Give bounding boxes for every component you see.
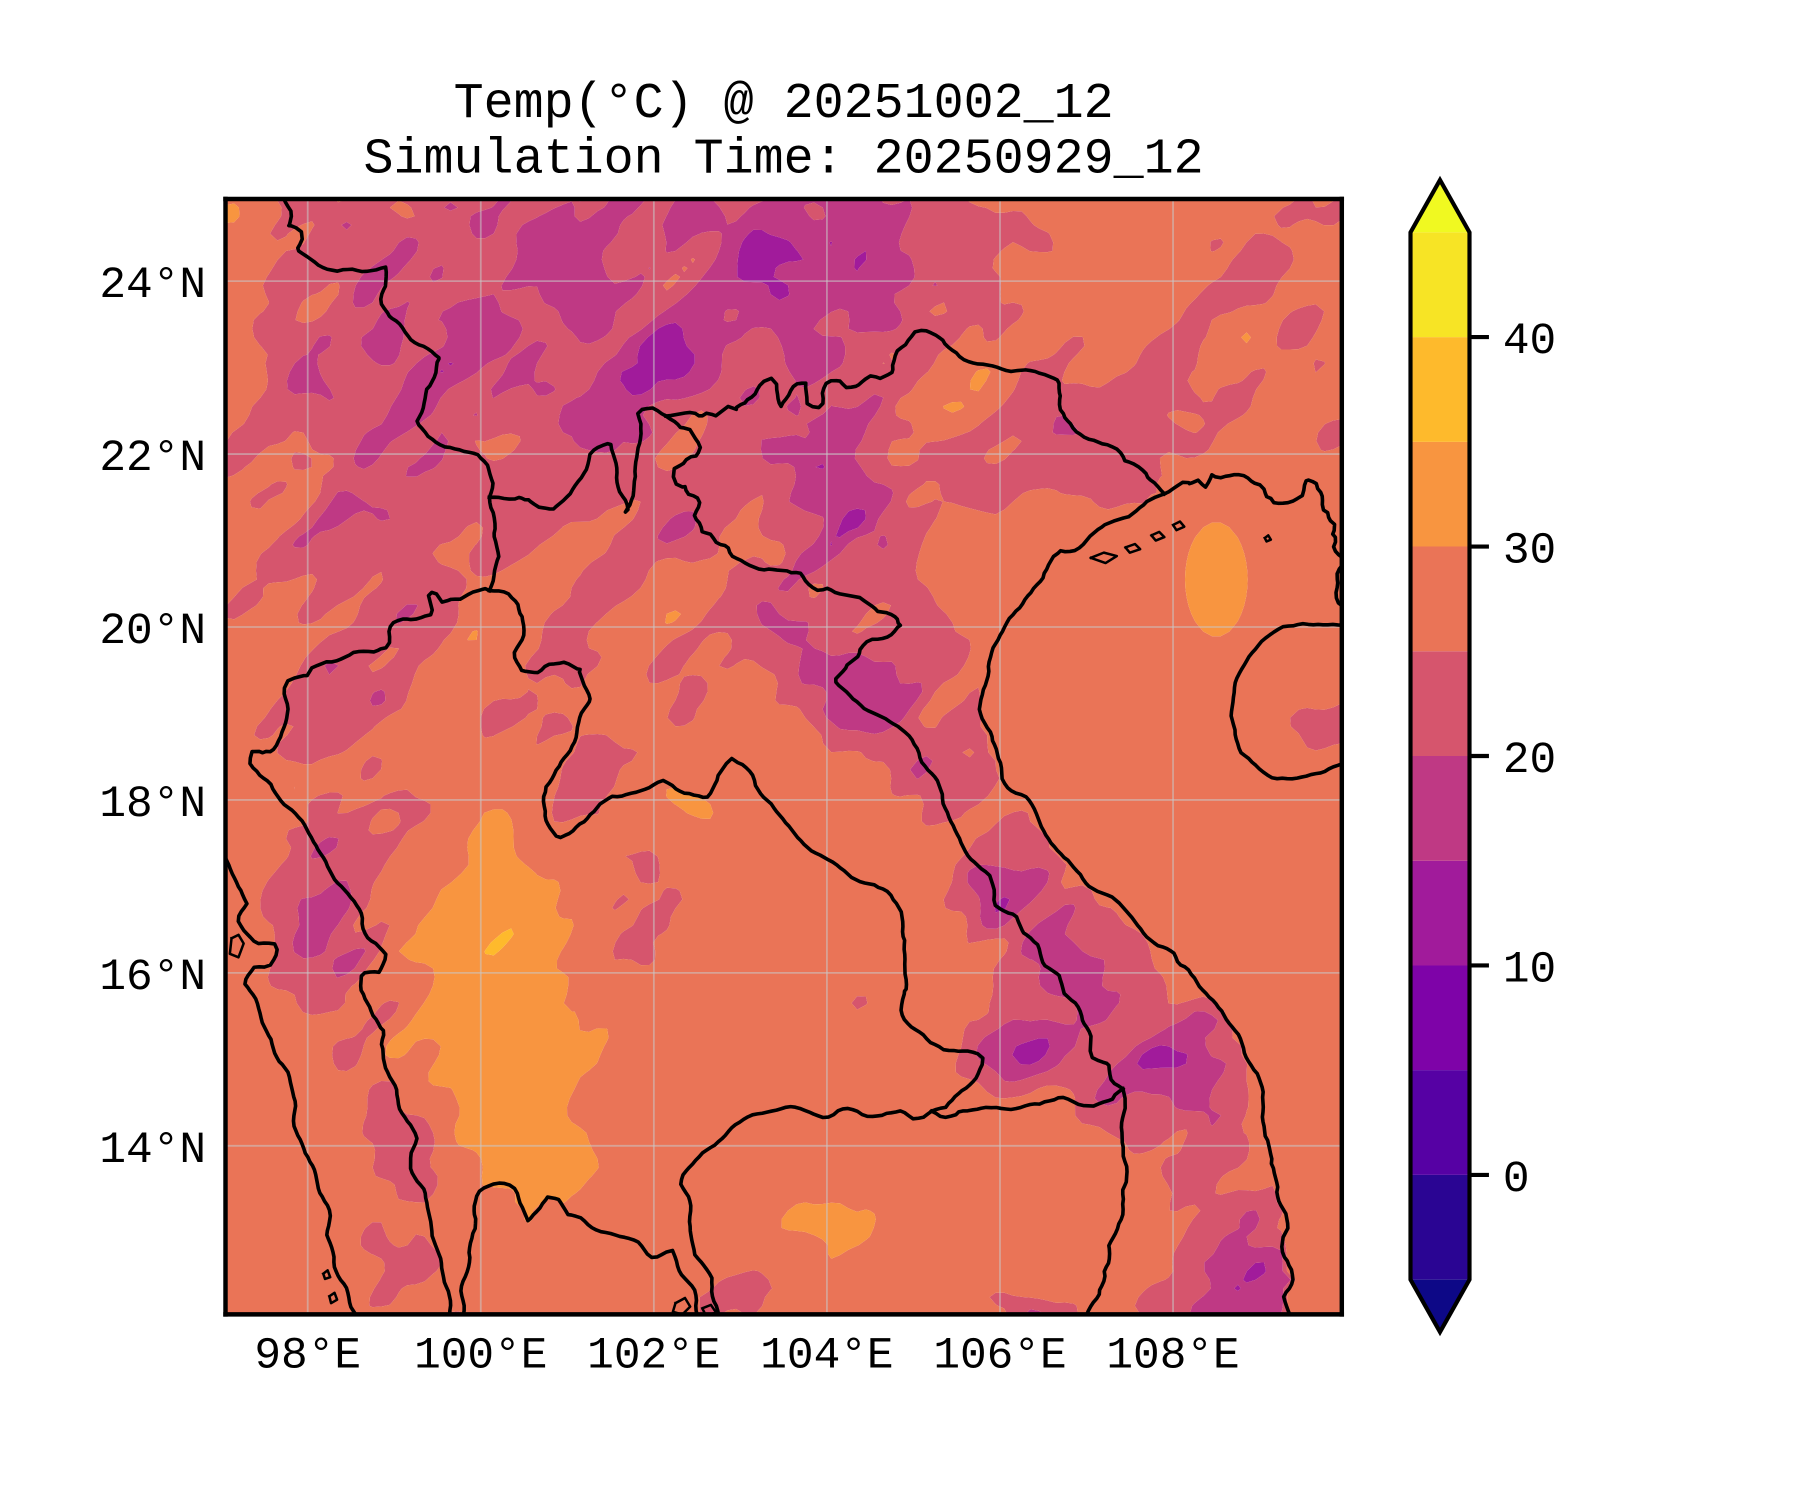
svg-text:108°E: 108°E (1106, 1331, 1239, 1381)
svg-text:22°N: 22°N (99, 434, 206, 484)
svg-text:102°E: 102°E (587, 1331, 720, 1381)
svg-text:20: 20 (1503, 736, 1556, 786)
svg-text:30: 30 (1503, 527, 1556, 577)
svg-text:16°N: 16°N (99, 953, 206, 1003)
svg-text:104°E: 104°E (760, 1331, 893, 1381)
svg-text:20°N: 20°N (99, 607, 206, 657)
svg-text:0: 0 (1503, 1155, 1530, 1205)
svg-text:14°N: 14°N (99, 1126, 206, 1176)
svg-text:106°E: 106°E (933, 1331, 1066, 1381)
svg-text:Temp(°C) @ 20251002_12: Temp(°C) @ 20251002_12 (454, 76, 1114, 133)
svg-text:Simulation Time: 20250929_12: Simulation Time: 20250929_12 (364, 132, 1204, 189)
svg-text:98°E: 98°E (254, 1331, 361, 1381)
svg-text:100°E: 100°E (414, 1331, 547, 1381)
svg-text:10: 10 (1503, 946, 1556, 996)
svg-text:18°N: 18°N (99, 780, 206, 830)
svg-text:40: 40 (1503, 317, 1556, 367)
svg-text:24°N: 24°N (99, 261, 206, 311)
